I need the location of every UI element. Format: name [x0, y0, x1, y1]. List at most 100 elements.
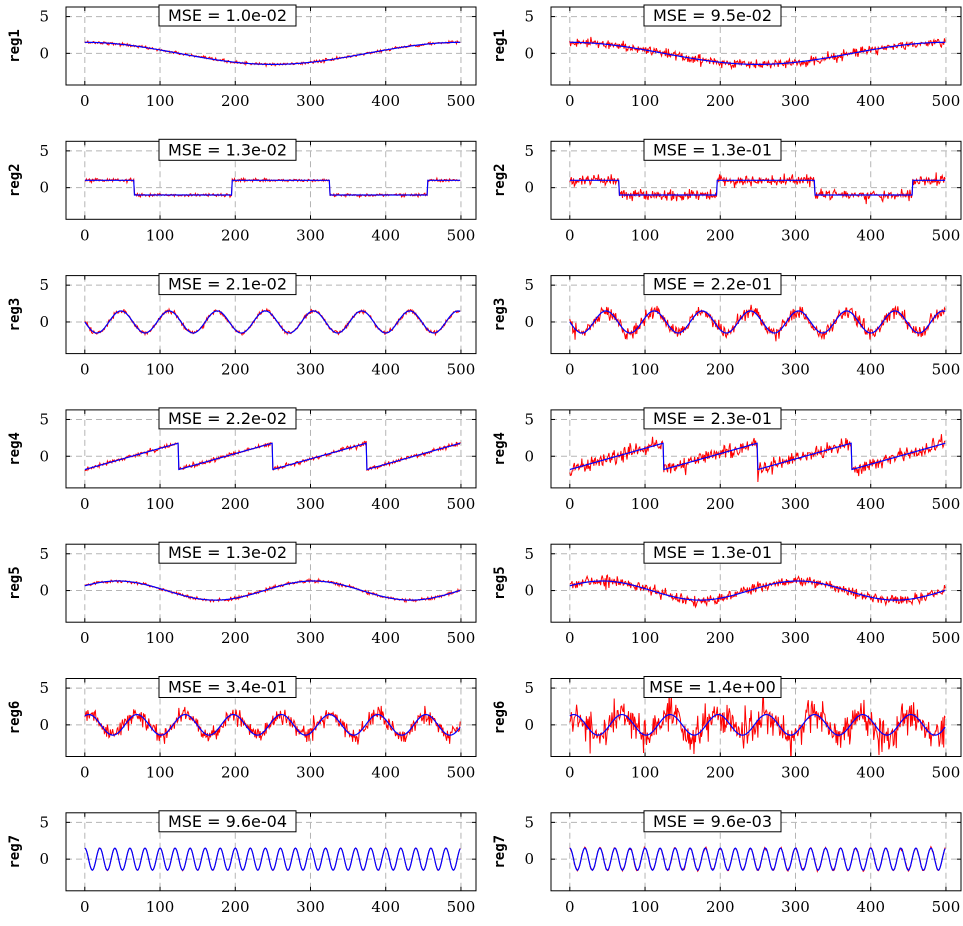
- series-target: [569, 713, 946, 736]
- mse-box: [643, 273, 782, 296]
- x-tick-label: 100: [146, 495, 175, 513]
- x-tick-label: 300: [296, 898, 325, 916]
- x-tick-label: 300: [781, 92, 810, 110]
- x-tick-label: 500: [447, 629, 476, 647]
- x-tick-label: 200: [706, 764, 735, 782]
- series-target: [84, 580, 461, 601]
- x-tick-label: 0: [565, 495, 575, 513]
- y-tick-label: 5: [39, 679, 49, 697]
- x-tick-label: 300: [296, 629, 325, 647]
- x-tick-label: 300: [296, 764, 325, 782]
- series-target: [569, 41, 946, 65]
- series-target: [84, 310, 461, 334]
- y-axis-label: reg6: [492, 701, 508, 735]
- mse-box: [643, 138, 782, 161]
- x-tick-label: 500: [932, 629, 961, 647]
- y-tick-label: 0: [524, 850, 534, 868]
- x-tick-label: 400: [856, 764, 885, 782]
- x-tick-label: 200: [706, 226, 735, 244]
- y-tick-label: 5: [524, 813, 534, 831]
- x-tick-label: 100: [146, 92, 175, 110]
- series-noisy: [569, 36, 946, 71]
- x-tick-label: 100: [146, 629, 175, 647]
- x-tick-label: 0: [565, 361, 575, 379]
- series-target: [84, 41, 461, 65]
- y-tick-label: 5: [39, 276, 49, 294]
- x-tick-label: 300: [781, 361, 810, 379]
- series-target: [569, 847, 946, 871]
- x-tick-label: 0: [80, 629, 90, 647]
- subplot-reg7-left: 0 100 200 300 400 500 0 5 reg7 MSE = 9.6e-04: [7, 810, 477, 916]
- x-tick-label: 100: [146, 764, 175, 782]
- y-tick-label: 0: [39, 179, 49, 197]
- subplot-reg2-right: 0 100 200 300 400 500 0 5 reg2 MSE = 1.3e-01: [492, 138, 962, 244]
- x-tick-label: 0: [565, 92, 575, 110]
- subplot-reg1-right: 0 100 200 300 400 500 0 5 reg1 MSE = 9.5e-02: [492, 4, 962, 110]
- mse-box: [158, 273, 297, 296]
- x-tick-label: 200: [221, 495, 250, 513]
- x-tick-label: 0: [80, 92, 90, 110]
- mse-box: [158, 4, 297, 27]
- x-tick-label: 200: [706, 361, 735, 379]
- y-axis-label: reg2: [7, 163, 23, 197]
- x-tick-label: 400: [371, 226, 400, 244]
- y-axis-label: reg5: [7, 566, 23, 600]
- x-tick-label: 0: [80, 361, 90, 379]
- y-axis-label: reg4: [492, 432, 508, 466]
- x-tick-label: 500: [932, 898, 961, 916]
- y-tick-label: 5: [39, 813, 49, 831]
- y-axis-label: reg3: [492, 298, 508, 332]
- y-tick-label: 0: [524, 582, 534, 600]
- series-noisy: [569, 688, 946, 757]
- y-tick-label: 5: [524, 276, 534, 294]
- subplot-reg2-left: 0 100 200 300 400 500 0 5 reg2 MSE = 1.3e-02: [7, 138, 477, 244]
- mse-box: [643, 541, 782, 564]
- x-tick-label: 0: [80, 226, 90, 244]
- x-tick-label: 300: [781, 226, 810, 244]
- y-tick-label: 5: [39, 545, 49, 563]
- subplot-reg4-left: 0 100 200 300 400 500 0 5 reg4 MSE = 2.2e-02: [7, 407, 477, 513]
- x-tick-label: 200: [221, 92, 250, 110]
- x-tick-label: 100: [631, 226, 660, 244]
- mse-box: [643, 4, 782, 27]
- x-tick-label: 0: [565, 226, 575, 244]
- x-tick-label: 200: [221, 764, 250, 782]
- series-target: [569, 310, 946, 334]
- x-tick-label: 100: [631, 495, 660, 513]
- x-tick-label: 100: [631, 764, 660, 782]
- y-tick-label: 0: [524, 716, 534, 734]
- mse-label: MSE = 2.3e-01: [653, 409, 772, 428]
- x-tick-label: 0: [80, 898, 90, 916]
- mse-label: MSE = 2.2e-01: [653, 275, 772, 294]
- subplot-reg5-right: 0 100 200 300 400 500 0 5 reg5 MSE = 1.3e-01: [492, 541, 962, 647]
- x-tick-label: 100: [146, 898, 175, 916]
- subplot-reg5-left: 0 100 200 300 400 500 0 5 reg5 MSE = 1.3e-02: [7, 541, 477, 647]
- x-tick-label: 400: [856, 629, 885, 647]
- x-tick-label: 400: [856, 92, 885, 110]
- mse-label: MSE = 1.3e-01: [653, 543, 772, 562]
- mse-label: MSE = 1.0e-02: [168, 6, 287, 25]
- x-tick-label: 500: [447, 361, 476, 379]
- x-tick-label: 0: [80, 764, 90, 782]
- x-tick-label: 500: [447, 92, 476, 110]
- x-tick-label: 300: [296, 361, 325, 379]
- x-tick-label: 400: [371, 629, 400, 647]
- mse-label: MSE = 9.6e-03: [653, 812, 772, 831]
- series-target: [84, 713, 461, 736]
- mse-label: MSE = 1.3e-02: [168, 543, 287, 562]
- subplot-reg7-right: 0 100 200 300 400 500 0 5 reg7 MSE = 9.6e-03: [492, 810, 962, 916]
- x-tick-label: 0: [565, 629, 575, 647]
- mse-box: [158, 541, 297, 564]
- x-tick-label: 500: [932, 92, 961, 110]
- y-tick-label: 5: [524, 545, 534, 563]
- x-tick-label: 0: [565, 764, 575, 782]
- y-axis-label: reg2: [492, 163, 508, 197]
- x-tick-label: 100: [146, 361, 175, 379]
- y-axis-label: reg5: [492, 566, 508, 600]
- x-tick-label: 400: [371, 495, 400, 513]
- mse-box: [158, 138, 297, 161]
- x-tick-label: 400: [856, 226, 885, 244]
- x-tick-label: 300: [296, 495, 325, 513]
- y-tick-label: 0: [39, 716, 49, 734]
